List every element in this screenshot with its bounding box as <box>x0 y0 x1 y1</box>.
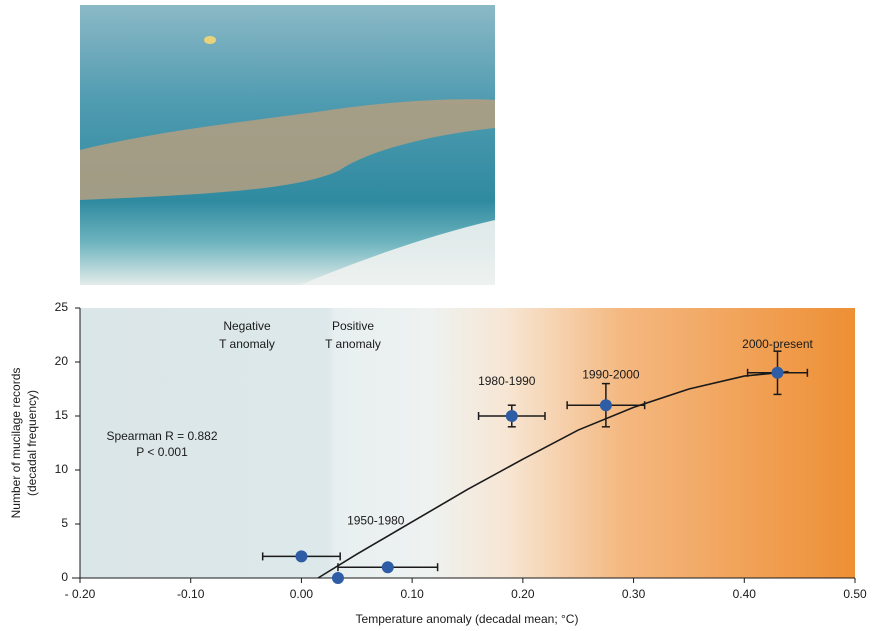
fit-curve <box>317 370 789 579</box>
annotation: P < 0.001 <box>136 445 188 459</box>
annotation: T anomaly <box>325 337 381 351</box>
data-point <box>331 572 344 584</box>
x-tick-label: - 0.20 <box>65 587 96 601</box>
x-tick-label: 0.20 <box>511 587 535 601</box>
annotation: T anomaly <box>219 337 275 351</box>
y-tick-label: 25 <box>55 300 69 314</box>
y-axis-label: (decadal frequency) <box>25 390 39 496</box>
data-point <box>381 561 394 574</box>
plot-background <box>80 308 855 578</box>
y-tick-label: 0 <box>61 570 68 584</box>
x-tick-label: 0.40 <box>733 587 757 601</box>
plot: 0 5 10 15 20 25 - 0.20 -0.10 0.00 0.10 0.20 0.30 0.4… <box>9 300 867 626</box>
y-tick-label: 15 <box>55 408 69 422</box>
x-tick-label: 0.30 <box>622 587 646 601</box>
photo <box>80 5 495 285</box>
point-label: 2000-present <box>742 337 813 351</box>
point-label: 1980-1990 <box>478 374 536 388</box>
x-axis-label: Temperature anomaly (decadal mean; °C) <box>356 612 579 626</box>
data-point <box>771 366 784 379</box>
data-point <box>295 550 308 563</box>
x-tick-label: 0.00 <box>290 587 314 601</box>
point-label: 1990-2000 <box>582 367 640 381</box>
x-tick-label: 0.10 <box>400 587 424 601</box>
annotation: Negative <box>223 319 271 333</box>
y-tick-label: 10 <box>55 462 69 476</box>
annotation: Positive <box>332 319 374 333</box>
data-point <box>599 399 612 412</box>
x-tick-label: 0.50 <box>843 587 867 601</box>
data-point <box>505 410 518 422</box>
annotation: Spearman R = 0.882 <box>106 429 217 443</box>
x-tick-label: -0.10 <box>177 587 205 601</box>
y-tick-label: 5 <box>61 516 68 530</box>
y-axis-label: Number of mucilage records <box>9 368 23 519</box>
y-tick-label: 20 <box>55 354 69 368</box>
point-label: 1950-1980 <box>347 513 405 527</box>
